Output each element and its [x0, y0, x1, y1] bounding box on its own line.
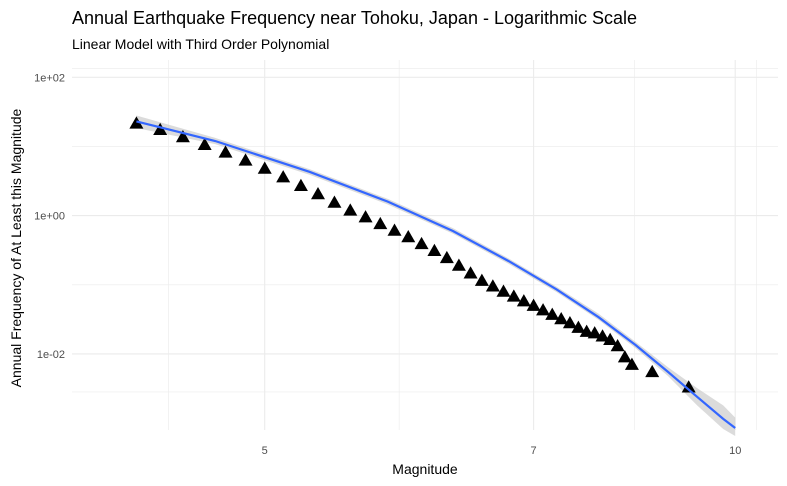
- data-point: [414, 236, 429, 250]
- data-point: [153, 122, 168, 136]
- data-point: [617, 350, 632, 363]
- data-point: [536, 303, 551, 316]
- data-point: [358, 210, 373, 223]
- y-axis-label: Annual Frequency of At Least this Magnit…: [8, 108, 24, 387]
- data-point: [175, 129, 190, 143]
- chart-title: Annual Earthquake Frequency near Tohoku,…: [72, 8, 638, 28]
- data-point: [474, 273, 489, 286]
- tick-labels: 5 7 10 1e+02 1e+00 1e-02: [34, 72, 741, 457]
- data-point: [496, 284, 511, 297]
- x-tick-label: 5: [262, 445, 268, 457]
- data-point: [516, 294, 531, 307]
- y-tick-label: 1e-02: [37, 349, 65, 361]
- data-point: [238, 153, 253, 166]
- data-point: [485, 279, 500, 292]
- data-point: [562, 316, 577, 329]
- data-point: [451, 258, 466, 271]
- y-tick-label: 1e+00: [34, 211, 65, 223]
- grid: [72, 60, 778, 430]
- data-point: [506, 289, 521, 302]
- data-point: [571, 320, 586, 333]
- data-point: [526, 298, 541, 311]
- x-tick-label: 7: [531, 445, 537, 457]
- data-point: [439, 250, 454, 264]
- x-tick-label: 10: [729, 445, 741, 457]
- data-point: [595, 329, 610, 342]
- data-point: [218, 145, 233, 158]
- data-point: [427, 243, 442, 257]
- fit-line: [136, 120, 736, 429]
- fit-line-layer: [136, 120, 736, 429]
- data-point: [645, 364, 660, 378]
- chart-subtitle: Linear Model with Third Order Polynomial: [72, 36, 330, 52]
- confidence-ribbon: [136, 115, 736, 436]
- data-point: [257, 161, 272, 174]
- data-point: [463, 266, 478, 279]
- data-point: [401, 230, 416, 243]
- data-point: [327, 195, 342, 208]
- data-point: [554, 311, 569, 325]
- data-point: [624, 357, 639, 370]
- data-point: [681, 380, 696, 393]
- data-point: [373, 216, 388, 230]
- data-point: [610, 339, 625, 352]
- data-point: [579, 324, 594, 337]
- x-axis-label: Magnitude: [392, 461, 458, 477]
- data-point: [343, 203, 358, 216]
- data-point: [545, 307, 560, 320]
- data-point: [603, 332, 618, 346]
- data-point: [310, 187, 325, 200]
- data-point: [293, 178, 308, 192]
- data-point: [276, 170, 291, 183]
- data-point: [587, 326, 602, 339]
- data-point: [387, 223, 402, 236]
- y-tick-label: 1e+02: [34, 72, 65, 84]
- points-layer: [129, 116, 696, 393]
- data-point: [197, 137, 212, 150]
- confidence-ribbon-layer: [136, 115, 736, 436]
